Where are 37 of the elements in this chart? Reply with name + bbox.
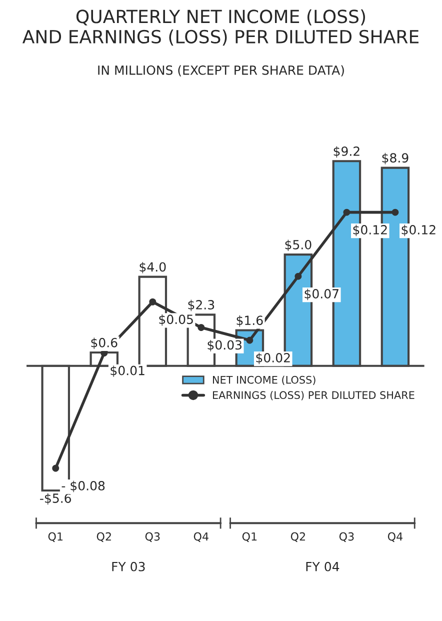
x-tick-label: Q3 [145,532,160,542]
data-label: $2.3 [188,300,214,312]
x-tick-label: Q3 [339,532,354,542]
data-label: $0.6 [91,338,118,349]
legend-label: NET INCOME (LOSS) [212,376,316,385]
data-label: $0.03 [208,340,242,352]
data-label: $0.02 [256,352,290,364]
data-label: $5.0 [285,240,312,252]
text: FY 03 [112,562,145,572]
data-label: $9.2 [334,146,360,158]
point [343,208,350,216]
data-label: -$5.6 [40,493,72,505]
data-label: $8.9 [382,152,408,164]
point [198,324,205,331]
data-label: $1.6 [236,315,263,327]
data-label: - $0.08 [62,480,105,492]
data-label: $0.12 [353,224,387,236]
x-tick-label: Q2 [290,532,305,542]
text: FY 04 [306,562,340,572]
x-tick-label: Q4 [388,532,402,542]
data-label: $0.07 [304,288,338,300]
legend-label: EARNINGS (LOSS) PER DILUTED SHARE [212,390,414,400]
point [52,464,60,472]
point [392,208,399,216]
x-tick-label: Q4 [194,532,208,542]
data-label: $0.05 [159,314,193,326]
data-label: $0.01 [110,366,144,377]
point [246,336,254,344]
chart-subtitle: IN MILLIONS (EXCEPT PER SHARE DATA) [98,65,344,76]
chart-title: QUARTERLY NET INCOME (LOSS) AND EARNINGS (LOSS) PER DILUTED SHARE [22,9,418,46]
x-tick-label: Q1 [48,532,63,542]
x-tick-label: Q1 [242,532,257,542]
point [149,298,156,306]
data-label: $4.0 [140,262,166,274]
data-label: $0.12 [402,224,436,236]
point [294,272,302,280]
x-tick-label: Q2 [96,532,111,542]
